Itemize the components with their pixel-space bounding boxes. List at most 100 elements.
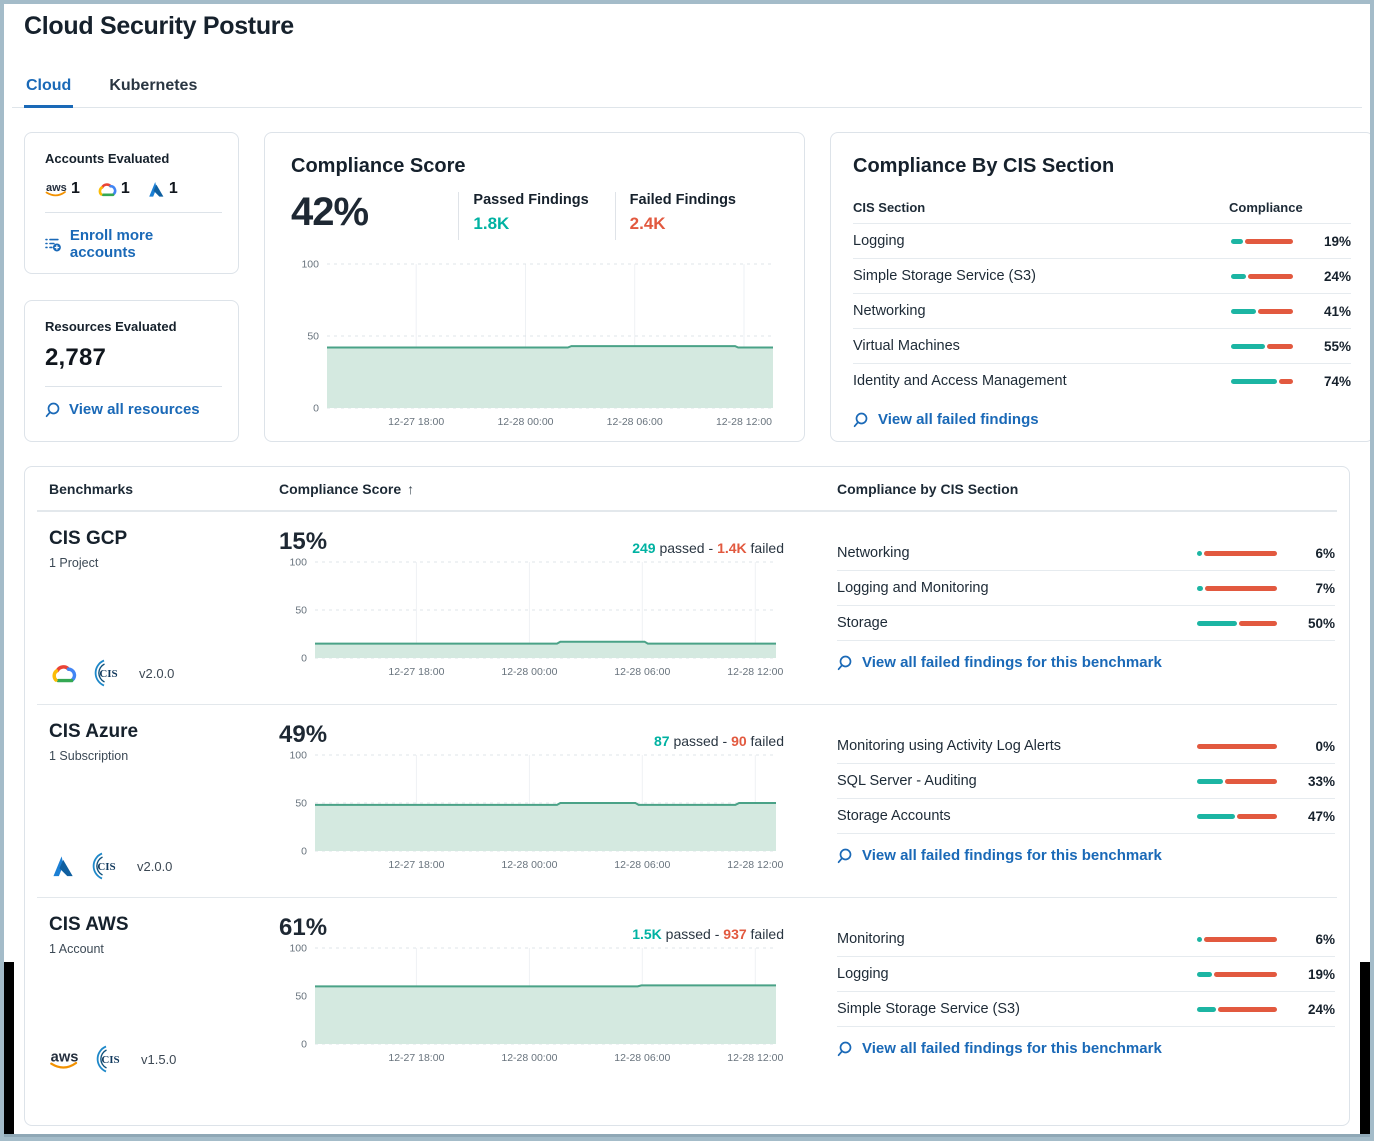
minibar-failed-segment [1278,378,1293,384]
cis-section-row: Virtual Machines 55% [853,328,1351,363]
svg-text:12-28 12:00: 12-28 12:00 [727,1052,783,1064]
minibar-failed-segment [1218,1006,1277,1012]
search-icon [853,412,868,427]
compliance-minibar [1197,971,1277,977]
compliance-percent: 74% [1323,373,1351,389]
cis-section-card-title: Compliance By CIS Section [853,155,1115,177]
divider [45,212,222,213]
view-failed-findings-benchmark-link[interactable]: View all failed findings for this benchm… [837,654,1335,671]
search-icon [837,655,852,670]
svg-text:100: 100 [289,557,307,569]
compliance-trend-chart: 0 50 100 12-27 18:00 12-28 00:00 12-28 06:00 1… [301,259,773,428]
minibar-passed-segment [1197,550,1202,556]
cis-section-label: Logging [853,233,905,249]
svg-text:CIS: CIS [99,668,117,680]
failed-findings-value: 2.4K [629,214,666,233]
view-all-resources-link[interactable]: View all resources [45,401,222,418]
gcp-icon [52,664,77,682]
compliance-column-header: Compliance [1229,200,1303,215]
compliance-minibar [1197,1006,1277,1012]
svg-text:12-28 06:00: 12-28 06:00 [614,1052,670,1064]
minibar-passed-segment [1197,620,1237,626]
compliance-percent: 50% [1307,615,1335,631]
compliance-trend-chart: 0 50 100 12-27 18:00 12-28 00:00 12-28 06:00 1… [289,750,783,872]
minibar-passed-segment [1197,1006,1217,1012]
minibar-failed-segment [1267,343,1293,349]
svg-text:0: 0 [301,846,307,858]
resources-count: 2,787 [45,344,107,371]
compliance-score-column-header[interactable]: Compliance Score ↑ [279,480,415,497]
cis-section-label: Networking [837,545,910,561]
compliance-by-cis-section-card: Compliance By CIS Section CIS Section Co… [830,132,1374,442]
cis-section-label: Storage [837,615,888,631]
view-all-failed-findings-link[interactable]: View all failed findings [853,411,1351,428]
minibar-passed-segment [1231,238,1243,244]
cis-section-row: Logging and Monitoring 7% [837,571,1335,606]
enroll-accounts-icon [45,238,61,251]
aws-icon: aws [45,182,67,197]
overall-score-value: 42% [291,190,369,234]
benchmark-version: v2.0.0 [139,665,175,681]
benchmark-score: 49% [279,721,328,748]
passed-findings-value: 1.8K [473,214,510,233]
failed-findings-stat: Failed Findings 2.4K [614,192,762,240]
resources-link-label: View all resources [69,401,200,418]
compliance-minibar [1231,238,1293,244]
svg-text:aws: aws [51,1050,79,1066]
svg-text:50: 50 [295,798,307,810]
svg-text:12-28 12:00: 12-28 12:00 [727,666,783,678]
svg-text:12-28 06:00: 12-28 06:00 [614,859,670,871]
failed-findings-label: Failed Findings [629,192,736,208]
minibar-passed-segment [1231,308,1257,314]
cis-section-row: Simple Storage Service (S3) 24% [853,258,1351,293]
cis-section-row: Logging 19% [837,957,1335,992]
minibar-failed-segment [1225,778,1277,784]
compliance-percent: 6% [1315,545,1335,561]
screen-artifact-bottom-bar [0,1134,1374,1141]
svg-text:12-27 18:00: 12-27 18:00 [388,859,444,871]
benchmark-link-label: View all failed findings for this benchm… [862,654,1162,671]
compliance-minibar [1197,620,1277,626]
benchmark-row-cis-aws: CIS AWS 1 Account aws CIS v1.5.0 61% 1.5… [37,897,1337,1090]
benchmark-version: v2.0.0 [137,858,173,874]
tab-cloud[interactable]: Cloud [24,71,74,108]
compliance-minibar [1197,743,1277,749]
minibar-failed-segment [1244,238,1293,244]
enroll-more-accounts-link[interactable]: Enroll more accounts [45,227,222,261]
screen-artifact-right [1360,962,1370,1135]
benchmark-cis-section-list: Networking 6% Logging and Monitoring 7% … [837,536,1335,641]
minibar-passed-segment [1197,778,1224,784]
tab-kubernetes[interactable]: Kubernetes [109,77,198,94]
compliance-minibar [1231,273,1293,279]
compliance-percent: 24% [1307,1001,1335,1017]
cis-section-label: SQL Server - Auditing [837,773,977,789]
svg-text:CIS: CIS [101,1054,119,1066]
benchmark-version: v1.5.0 [141,1051,177,1067]
aws-count: 1 [71,180,80,197]
svg-text:50: 50 [295,605,307,617]
page-title: Cloud Security Posture [24,12,294,40]
compliance-percent: 24% [1323,268,1351,284]
view-failed-findings-benchmark-link[interactable]: View all failed findings for this benchm… [837,1040,1335,1057]
minibar-failed-segment [1214,971,1277,977]
benchmarks-card: Benchmarks Compliance Score ↑ Compliance … [24,466,1350,1126]
cis-section-label: Networking [853,303,926,319]
cis-section-row: Storage Accounts 47% [837,799,1335,834]
compliance-percent: 33% [1307,773,1335,789]
compliance-by-cis-section-column-header: Compliance by CIS Section [837,480,1019,497]
cis-section-row: Networking 6% [837,536,1335,571]
benchmarks-column-header: Benchmarks [49,480,134,497]
cis-section-label: Simple Storage Service (S3) [837,1001,1020,1017]
enroll-link-label: Enroll more accounts [69,227,154,261]
view-failed-findings-benchmark-link[interactable]: View all failed findings for this benchm… [837,847,1335,864]
benchmark-scope: 1 Account [49,942,104,956]
compliance-minibar [1231,343,1293,349]
benchmark-link-label: View all failed findings for this benchm… [862,1040,1162,1057]
benchmark-scope: 1 Project [49,556,99,570]
svg-text:12-28 06:00: 12-28 06:00 [607,416,663,428]
compliance-trend-chart: 0 50 100 12-27 18:00 12-28 00:00 12-28 06:00 1… [289,943,783,1065]
passed-findings-stat: Passed Findings 1.8K [458,192,614,240]
svg-text:12-28 00:00: 12-28 00:00 [501,859,557,871]
compliance-score-card: Compliance Score 42% Passed Findings 1.8… [264,132,805,442]
resources-card-title: Resources Evaluated [45,319,177,334]
